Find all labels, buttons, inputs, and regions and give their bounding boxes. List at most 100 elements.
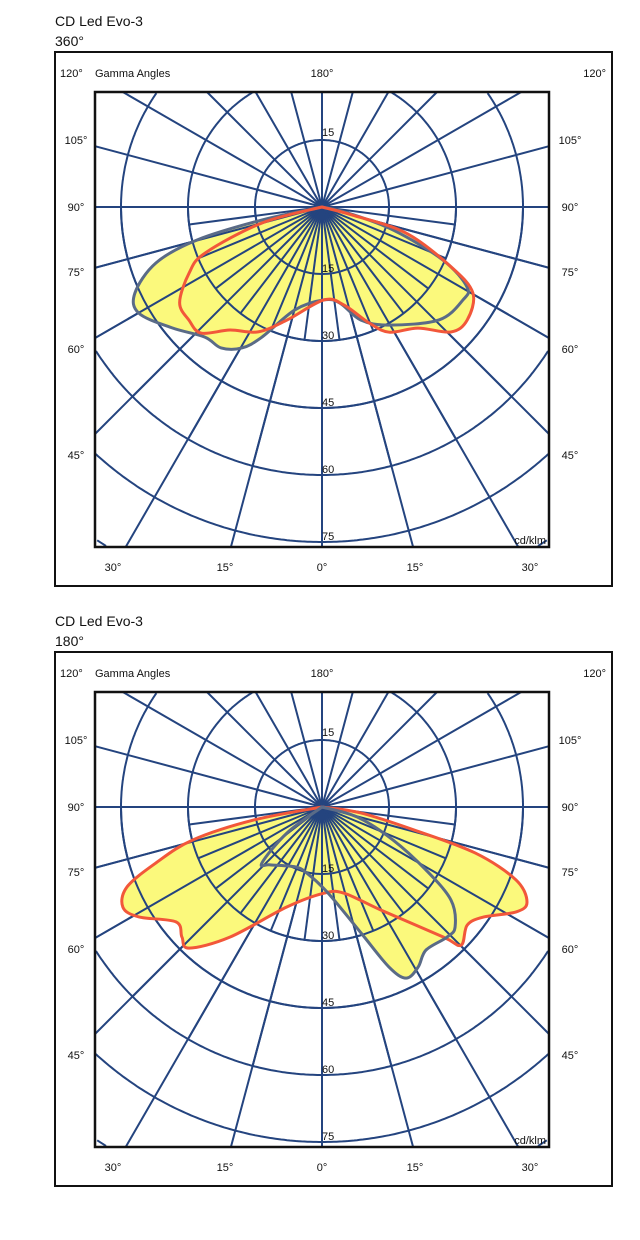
radial-tick-label: 45	[322, 397, 334, 409]
radial-tick-label: 45	[322, 997, 334, 1009]
corner-angle-left: 120°	[60, 668, 83, 680]
corner-angle-right: 120°	[583, 668, 606, 680]
radial-tick-label: 15	[322, 263, 334, 275]
angle-axis-label: Gamma Angles	[95, 68, 171, 80]
side-angle-label-left: 90°	[68, 202, 85, 214]
grid-ring-overlay	[120, 206, 524, 409]
grid-spoke	[206, 91, 323, 208]
side-angle-label-right: 75°	[562, 267, 579, 279]
plot-area	[94, 91, 550, 548]
grid-ring	[96, 539, 548, 547]
radial-tick-label: 75	[322, 1131, 334, 1143]
grid-ring-overlay	[187, 206, 457, 342]
distribution-curve-2	[259, 805, 457, 980]
grid-spoke	[122, 691, 323, 808]
plot-frame	[93, 690, 551, 1149]
side-angle-label-right: 45°	[562, 450, 579, 462]
chart-2-subtitle: 180°	[55, 633, 84, 649]
radial-tick-label: 60	[322, 464, 334, 476]
bottom-angle-label: 30°	[105, 1162, 122, 1174]
grid-ring-overlay	[120, 806, 524, 1009]
bottom-angle-label: 15°	[217, 562, 234, 574]
top-angle-label: 180°	[311, 68, 334, 80]
bottom-angle-label: 30°	[105, 562, 122, 574]
grid-ring	[96, 1139, 548, 1147]
side-angle-label-left: 45°	[68, 450, 85, 462]
grid-spoke-overlay	[321, 206, 550, 339]
radial-tick-label: 15	[322, 727, 334, 739]
grid-spoke	[321, 91, 438, 208]
radial-tick-label: 30	[322, 930, 334, 942]
bottom-angle-label: 0°	[317, 562, 328, 574]
side-angle-label-left: 60°	[68, 344, 85, 356]
bottom-angle-label: 15°	[217, 1162, 234, 1174]
radial-tick-label: 30	[322, 330, 334, 342]
chart-2-title: CD Led Evo-3	[55, 613, 143, 629]
bottom-angle-label: 30°	[522, 562, 539, 574]
bottom-angle-label: 0°	[317, 1162, 328, 1174]
grid-spoke-overlay	[94, 206, 323, 339]
plot-frame	[93, 90, 551, 549]
unit-label: cd/klm	[514, 1135, 546, 1147]
side-angle-label-right: 60°	[562, 944, 579, 956]
outer-frame	[54, 51, 613, 587]
grid-spoke	[290, 691, 323, 808]
side-angle-label-right: 45°	[562, 1050, 579, 1062]
side-angle-label-right: 105°	[559, 735, 582, 747]
grid-spoke	[321, 691, 390, 808]
side-angle-label-left: 105°	[65, 735, 88, 747]
grid-ring-overlay	[254, 806, 390, 875]
bottom-angle-label: 15°	[407, 1162, 424, 1174]
grid-spoke	[321, 145, 550, 208]
radial-tick-label: 60	[322, 1064, 334, 1076]
grid-spoke	[321, 91, 354, 208]
radial-tick-label: 75	[322, 531, 334, 543]
grid-spoke	[122, 91, 323, 208]
grid-spoke	[321, 691, 354, 808]
grid-spoke	[254, 91, 323, 208]
side-angle-label-left: 75°	[68, 867, 85, 879]
plot-area	[94, 691, 550, 1148]
grid-spoke	[321, 691, 522, 808]
grid-spoke	[321, 91, 522, 208]
top-angle-label: 180°	[311, 668, 334, 680]
side-angle-label-right: 60°	[562, 344, 579, 356]
polar-diagrams: 120° Gamma Angles 180° 120° 105° 105° 90° 90° 75…	[54, 51, 613, 1187]
unit-label: cd/klm	[514, 535, 546, 547]
radial-tick-label: 15	[322, 127, 334, 139]
grid-spoke	[290, 91, 323, 208]
side-angle-label-left: 45°	[68, 1050, 85, 1062]
grid-spoke	[321, 745, 550, 808]
grid-spoke	[94, 145, 323, 208]
grid-ring-overlay	[187, 806, 457, 942]
chart-1-title: CD Led Evo-3	[55, 13, 143, 29]
distribution-curve-1	[131, 205, 470, 351]
grid-spoke	[321, 91, 390, 208]
side-angle-label-right: 75°	[562, 867, 579, 879]
distribution-curve-1	[120, 805, 529, 950]
angle-axis-label: Gamma Angles	[95, 668, 171, 680]
side-angle-label-right: 105°	[559, 135, 582, 147]
chart-1: 120° Gamma Angles 180° 120° 105° 105° 90° 90° 75…	[54, 51, 613, 587]
side-angle-label-right: 90°	[562, 202, 579, 214]
side-angle-label-right: 90°	[562, 802, 579, 814]
radial-tick-label: 15	[322, 863, 334, 875]
distribution-curve-2	[178, 205, 476, 335]
chart-2: 120° Gamma Angles 180° 120° 105° 105° 90° 90° 75…	[54, 651, 613, 1187]
grid-spoke	[321, 691, 438, 808]
bottom-angle-label: 30°	[522, 1162, 539, 1174]
side-angle-label-left: 90°	[68, 802, 85, 814]
side-angle-label-left: 105°	[65, 135, 88, 147]
corner-angle-right: 120°	[583, 68, 606, 80]
outer-frame	[54, 651, 613, 1187]
side-angle-label-left: 75°	[68, 267, 85, 279]
grid-spoke	[254, 691, 323, 808]
grid-spoke-overlay	[321, 806, 550, 939]
chart-1-subtitle: 360°	[55, 33, 84, 49]
side-angle-label-left: 60°	[68, 944, 85, 956]
grid-spoke-overlay	[94, 806, 323, 869]
corner-angle-left: 120°	[60, 68, 83, 80]
grid-spoke	[206, 691, 323, 808]
grid-spoke	[94, 745, 323, 808]
grid-ring-overlay	[254, 206, 390, 275]
